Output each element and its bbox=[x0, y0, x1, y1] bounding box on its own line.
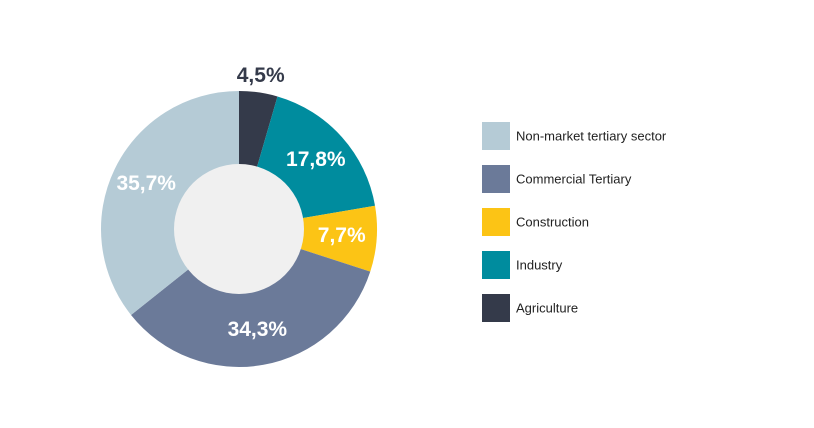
legend: Non-market tertiary sector Commercial Ter… bbox=[482, 122, 667, 322]
legend-swatch bbox=[482, 165, 510, 193]
value-label: 7,7% bbox=[318, 224, 366, 247]
legend-swatch bbox=[482, 251, 510, 279]
value-label: 4,5% bbox=[237, 64, 285, 87]
legend-label: Industry bbox=[516, 257, 563, 272]
legend-label: Agriculture bbox=[516, 300, 578, 315]
value-label: 35,7% bbox=[116, 172, 176, 195]
donut-hole bbox=[174, 164, 304, 294]
legend-swatch bbox=[482, 122, 510, 150]
slice bbox=[239, 205, 377, 272]
value-label: 34,3% bbox=[228, 318, 288, 341]
legend-label: Non-market tertiary sector bbox=[516, 128, 667, 143]
value-labels: 4,5% 17,8% 7,7% 34,3% 35,7% bbox=[116, 64, 366, 341]
value-label: 17,8% bbox=[286, 148, 346, 171]
legend-swatch bbox=[482, 294, 510, 322]
legend-label: Commercial Tertiary bbox=[516, 171, 632, 186]
donut bbox=[101, 90, 377, 367]
legend-swatch bbox=[482, 208, 510, 236]
legend-label: Construction bbox=[516, 214, 589, 229]
slice bbox=[131, 229, 371, 367]
slice bbox=[101, 90, 239, 315]
